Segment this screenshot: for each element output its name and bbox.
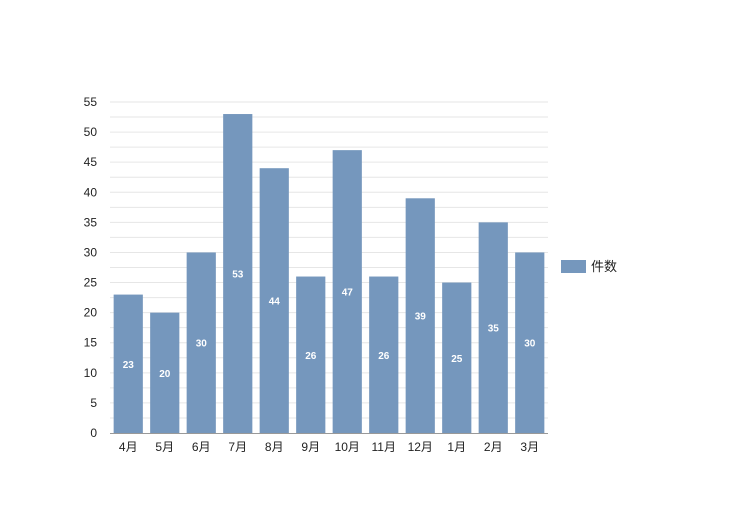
bar [150,312,180,433]
data-label: 30 [524,339,536,350]
legend: 件数 [561,259,617,274]
data-label: 44 [269,297,281,308]
x-tick-label: 10月 [335,440,360,454]
x-tick-label: 11月 [372,440,396,454]
bar [369,276,399,433]
data-label: 30 [196,339,208,350]
data-label: 53 [232,270,244,281]
x-tick-label: 1月 [447,440,466,454]
x-tick-labels: 4月 5月 6月 7月 8月 9月 10月 11月 12月 1月 2月 3月 [119,440,539,454]
bar [515,252,545,433]
data-labels: 23 20 30 53 44 26 47 26 39 25 35 30 [123,270,536,380]
data-label: 47 [342,288,354,299]
y-tick-label: 50 [84,125,98,139]
bar [478,222,508,433]
bar [405,198,435,433]
x-tick-label: 2月 [484,440,503,454]
legend-label-series-1: 件数 [591,259,617,274]
bar [332,150,362,434]
x-tick-label: 7月 [228,440,247,454]
bar [113,294,143,433]
y-tick-label: 20 [84,306,98,320]
x-tick-label: 5月 [155,440,174,454]
grid-lines [110,101,548,419]
y-tick-label: 0 [90,426,97,440]
y-tick-label: 45 [84,155,98,169]
data-label: 26 [305,351,317,362]
y-tick-label: 15 [84,336,98,350]
x-tick-label: 6月 [192,440,211,454]
x-tick-label: 9月 [301,440,320,454]
data-label: 25 [451,354,463,365]
bar [259,168,289,433]
bars [113,114,545,434]
y-tick-label: 5 [90,396,97,410]
x-tick-label: 8月 [265,440,284,454]
y-tick-label: 10 [84,366,98,380]
data-label: 39 [415,312,427,323]
legend-swatch [561,260,586,273]
x-tick-label: 4月 [119,440,138,454]
x-tick-label: 12月 [408,440,433,454]
y-tick-label: 40 [84,185,98,199]
bar [296,276,326,433]
bar [186,252,216,433]
bar [223,114,253,433]
data-label: 26 [378,351,390,362]
x-tick-label: 3月 [520,440,539,454]
y-tick-label: 30 [84,245,98,259]
data-label: 35 [488,324,500,335]
y-tick-label: 25 [84,276,98,290]
y-tick-labels: 0 5 10 15 20 25 30 35 40 45 50 55 [84,95,98,440]
bar [442,282,472,433]
y-tick-label: 35 [84,215,98,229]
data-label: 23 [123,360,135,371]
y-tick-label: 55 [84,95,98,109]
data-label: 20 [159,369,171,380]
